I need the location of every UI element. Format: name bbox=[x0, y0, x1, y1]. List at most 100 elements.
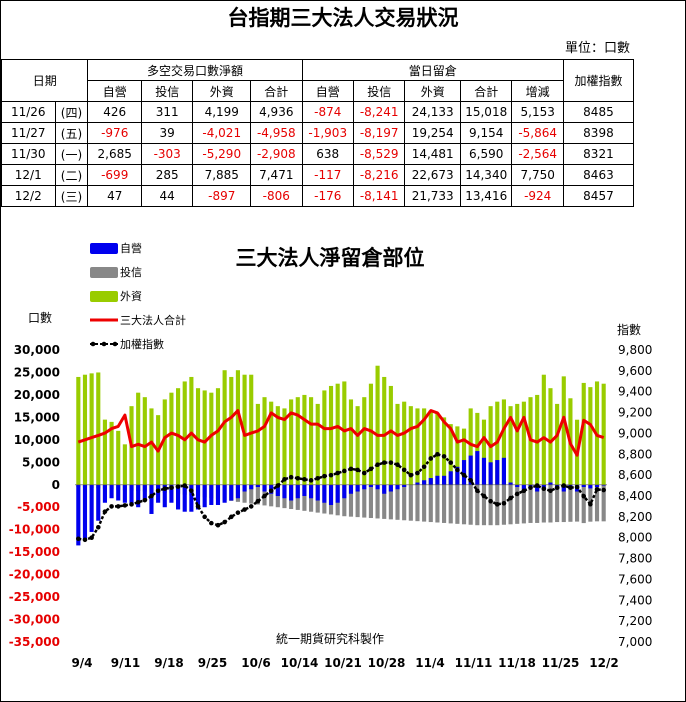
index-point bbox=[395, 462, 400, 468]
index-point bbox=[375, 462, 380, 468]
net-subheader: 合計 bbox=[250, 80, 303, 102]
index-point bbox=[222, 519, 227, 525]
dealer-bar bbox=[96, 484, 101, 521]
dealer-bar bbox=[182, 484, 187, 512]
index-point bbox=[541, 486, 547, 492]
net-subheader: 自營 bbox=[87, 80, 142, 102]
index-point bbox=[228, 514, 234, 520]
trust-bar bbox=[408, 484, 413, 521]
net-trade-header: 多空交易口數淨額 bbox=[87, 59, 303, 81]
foreign-bar bbox=[182, 381, 187, 485]
dealer-bar bbox=[76, 484, 81, 546]
trust-bar bbox=[541, 484, 546, 523]
oi-cell: -8,216 bbox=[352, 164, 406, 186]
foreign-bar bbox=[435, 412, 440, 485]
trust-bar bbox=[428, 484, 433, 523]
right-tick-label: 9,400 bbox=[618, 385, 652, 399]
index-point bbox=[574, 484, 580, 490]
x-tick-label: 11/4 bbox=[415, 656, 444, 670]
dealer-bar bbox=[355, 484, 360, 492]
index-point bbox=[328, 472, 334, 478]
oi-cell: -924 bbox=[511, 185, 564, 207]
net-cell: 426 bbox=[87, 101, 142, 123]
dealer-bar bbox=[129, 484, 134, 505]
legend-swatch bbox=[90, 267, 118, 278]
foreign-bar bbox=[229, 376, 234, 485]
oi-cell: -176 bbox=[301, 185, 354, 207]
foreign-bar bbox=[395, 403, 400, 485]
foreign-bar bbox=[222, 370, 227, 485]
net-cell: 39 bbox=[140, 122, 194, 144]
index-point bbox=[195, 504, 201, 509]
legend-swatch bbox=[90, 243, 118, 254]
oi-cell: -874 bbox=[301, 101, 354, 123]
dealer-bar bbox=[255, 484, 260, 488]
dealer-bar bbox=[82, 484, 88, 539]
index-header: 加權指數 bbox=[562, 59, 635, 102]
index-point bbox=[348, 466, 354, 472]
dealer-bar bbox=[535, 484, 540, 492]
trust-bar bbox=[561, 484, 566, 523]
trust-bar bbox=[348, 484, 354, 517]
legend-marker bbox=[112, 341, 118, 347]
dealer-bar bbox=[415, 482, 420, 485]
trust-bar bbox=[368, 484, 373, 519]
row-date: 12/1 bbox=[1, 164, 56, 186]
dealer-bar bbox=[395, 484, 400, 490]
foreign-bar bbox=[508, 406, 513, 485]
oi-cell: 638 bbox=[301, 143, 354, 165]
trust-bar bbox=[382, 484, 387, 519]
table-row: 11/30 (一) 2,685 -303 -5,290 -2,908 638 -8,529 14… bbox=[1, 143, 635, 165]
net-cell: 7,885 bbox=[192, 164, 252, 186]
index-point bbox=[461, 472, 467, 478]
trust-bar bbox=[375, 484, 380, 519]
table-row: 12/2 (三) 47 44 -897 -806 -176 -8,141 21,733 13,41… bbox=[1, 185, 635, 207]
foreign-bar bbox=[255, 403, 260, 485]
foreign-bar bbox=[382, 376, 387, 485]
row-weekday: (二) bbox=[54, 164, 89, 186]
net-subheader: 投信 bbox=[140, 80, 194, 102]
dealer-bar bbox=[461, 460, 467, 485]
foreign-bar bbox=[348, 399, 354, 485]
index-point bbox=[554, 485, 560, 490]
index-point bbox=[155, 488, 161, 494]
trust-bar bbox=[362, 484, 367, 518]
foreign-bar bbox=[601, 383, 606, 485]
dealer-bar bbox=[102, 484, 107, 503]
oi-cell: -8,141 bbox=[352, 185, 406, 207]
foreign-bar bbox=[142, 397, 147, 485]
trust-bar bbox=[601, 484, 606, 522]
dealer-bar bbox=[348, 484, 354, 494]
trust-bar bbox=[415, 484, 420, 522]
index-point bbox=[501, 501, 507, 506]
foreign-bar bbox=[501, 399, 506, 485]
left-tick-label: 30,000 bbox=[14, 343, 60, 357]
dealer-bar bbox=[89, 484, 94, 532]
foreign-bar bbox=[189, 376, 194, 485]
oi-cell: -2,564 bbox=[511, 143, 564, 165]
date-header: 日期 bbox=[0, 59, 89, 102]
oi-subheader: 增減 bbox=[511, 80, 564, 102]
x-tick-label: 9/4 bbox=[71, 656, 92, 670]
dealer-bar bbox=[322, 484, 327, 503]
foreign-bar bbox=[136, 392, 141, 485]
dealer-bar bbox=[275, 484, 280, 496]
right-tick-label: 8,600 bbox=[618, 468, 652, 482]
chart-title: 三大法人淨留倉部位 bbox=[236, 246, 425, 270]
index-point bbox=[135, 499, 141, 505]
foreign-bar bbox=[195, 388, 201, 485]
dealer-bar bbox=[521, 484, 526, 490]
dealer-bar bbox=[448, 471, 453, 485]
dealer-bar bbox=[229, 484, 234, 501]
foreign-bar bbox=[215, 388, 221, 485]
index-point bbox=[169, 485, 174, 490]
index-point bbox=[175, 484, 181, 489]
index-point bbox=[255, 498, 261, 504]
dealer-bar bbox=[402, 484, 407, 488]
net-cell: 2,685 bbox=[87, 143, 142, 165]
legend-label: 自營 bbox=[120, 242, 142, 255]
trust-bar bbox=[342, 484, 347, 517]
dealer-bar bbox=[202, 484, 207, 508]
index-point bbox=[548, 488, 553, 494]
index-cell: 8398 bbox=[562, 122, 635, 144]
